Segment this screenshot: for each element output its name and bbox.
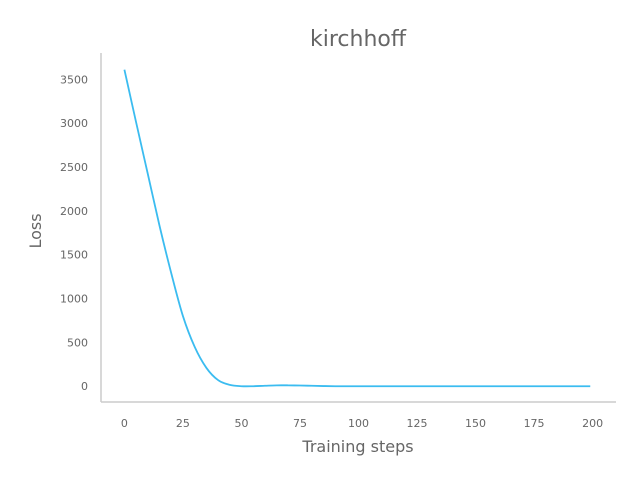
x-tick-label: 0 [121, 417, 128, 430]
y-tick-label: 3000 [60, 117, 88, 130]
y-tick-label: 1500 [60, 249, 88, 262]
y-tick-label: 2000 [60, 205, 88, 218]
y-tick-labels: 0 500 1000 1500 2000 2500 3000 3500 [60, 73, 88, 393]
x-tick-label: 125 [407, 417, 428, 430]
x-tick-label: 100 [348, 417, 369, 430]
y-tick-label: 1000 [60, 293, 88, 306]
x-tick-label: 150 [465, 417, 486, 430]
x-tick-labels: 0 25 50 75 100 125 150 175 200 [121, 417, 603, 430]
loss-series-line [123, 69, 591, 388]
y-tick-label: 3500 [60, 73, 88, 86]
y-tick-label: 500 [67, 336, 88, 349]
y-axis-title: Loss [26, 213, 45, 248]
x-axis-title: Training steps [301, 437, 413, 456]
x-tick-label: 75 [293, 417, 307, 430]
x-tick-label: 25 [176, 417, 190, 430]
x-tick-label: 175 [524, 417, 545, 430]
y-tick-label: 2500 [60, 161, 88, 174]
series-group [123, 69, 591, 388]
y-tick-label: 0 [81, 380, 88, 393]
chart-title: kirchhoff [310, 27, 407, 52]
x-tick-label: 50 [234, 417, 248, 430]
x-tick-label: 200 [582, 417, 603, 430]
